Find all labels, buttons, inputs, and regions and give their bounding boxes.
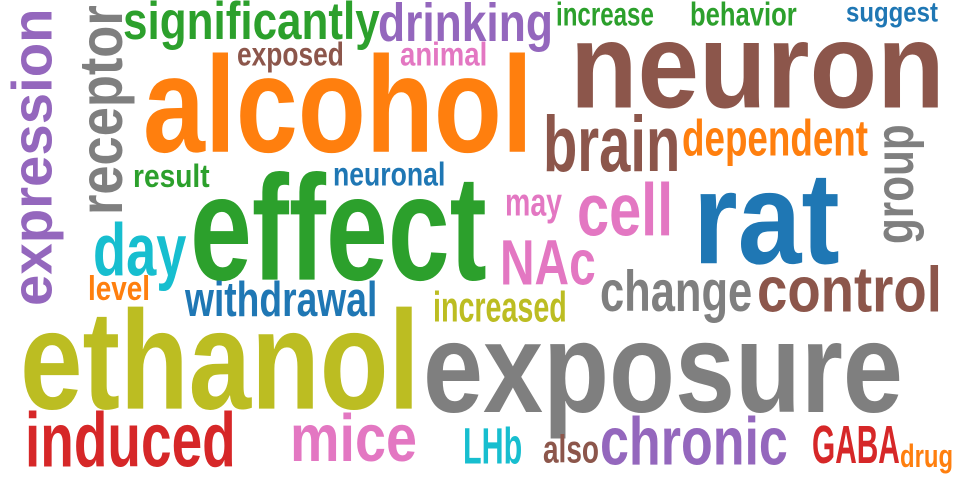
word-animal: animal [400, 36, 488, 74]
word-ethanol: ethanol [20, 281, 420, 440]
word-behavior: behavior [690, 0, 797, 34]
word-also: also [543, 427, 599, 472]
word-expression: expression [1, 8, 65, 307]
word-chronic: chronic [600, 402, 788, 479]
word-increase: increase [556, 0, 654, 34]
word-rat: rat [693, 145, 840, 292]
word-neuron: neuron [570, 0, 945, 134]
word-effect: effect [190, 143, 487, 312]
word-exposed: exposed [237, 36, 344, 74]
word-cell: cell [577, 168, 674, 253]
word-day: day [93, 208, 187, 293]
word-increased: increased [433, 284, 567, 332]
word-suggest: suggest [846, 0, 938, 29]
word-significantly: significantly [123, 0, 380, 51]
word-induced: induced [25, 396, 236, 480]
word-dependent: dependent [682, 110, 869, 168]
word-brain: brain [543, 100, 681, 189]
word-group: group [864, 124, 925, 244]
word-nac: NAc [500, 226, 596, 298]
word-control: control [757, 253, 942, 325]
word-change: change [600, 257, 753, 324]
word-gaba: GABA [812, 414, 900, 475]
word-result: result [133, 158, 210, 195]
word-level: level [88, 269, 150, 308]
word-may: may [505, 180, 562, 225]
word-exposure: exposure [423, 296, 903, 439]
word-mice: mice [290, 400, 417, 476]
word-drinking: drinking [378, 0, 553, 53]
word-drug: drug [900, 438, 954, 475]
word-alcohol: alcohol [143, 28, 533, 181]
word-lhb: LHb [463, 418, 523, 476]
word-neuronal: neuronal [333, 156, 446, 194]
word-withdrawal: withdrawal [185, 271, 378, 327]
